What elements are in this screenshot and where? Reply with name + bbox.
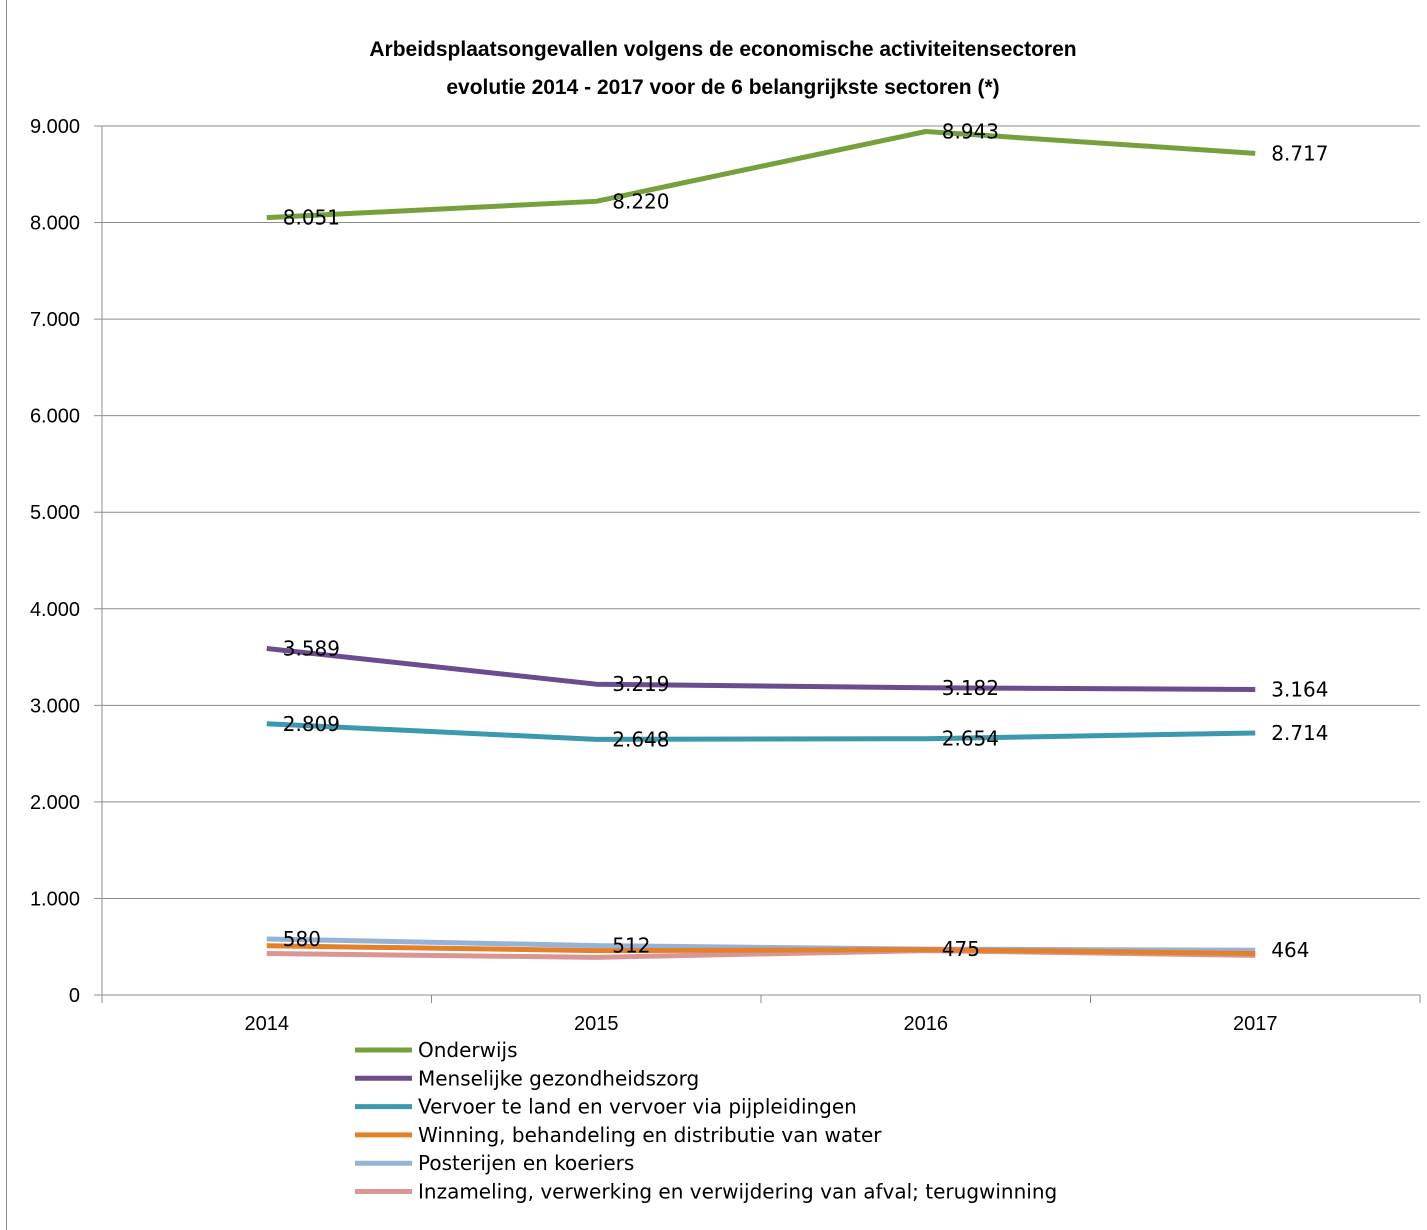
y-tick-label: 6.000: [30, 406, 80, 428]
series-line: [266, 943, 1256, 956]
y-tick-label: 3.000: [30, 695, 80, 717]
legend-label: Inzameling, verwerking en verwijdering v…: [418, 1180, 1057, 1204]
y-tick-label: 7.000: [30, 309, 80, 331]
series-line: [266, 645, 1256, 692]
data-label: 580: [283, 927, 321, 951]
y-tick-label: 0: [69, 985, 80, 1007]
data-label: 3.219: [612, 672, 669, 696]
chart-frame: [6, 0, 1427, 1230]
series-line: [266, 721, 1256, 742]
data-label: 512: [612, 934, 650, 958]
chart-subtitle: evolutie 2014 - 2017 voor de 6 belangrij…: [446, 76, 999, 99]
x-tick-label: 2017: [1233, 1013, 1278, 1035]
data-label: 475: [942, 937, 980, 961]
x-tick-label: 2016: [904, 1013, 949, 1035]
legend-label: Winning, behandeling en distributie van …: [418, 1123, 882, 1147]
data-label: 2.654: [942, 727, 999, 751]
legend: Onderwijs Menselijke gezondheidszorg Vervo…: [355, 1038, 1057, 1204]
data-label: 3.182: [942, 676, 999, 700]
legend-label: Menselijke gezondheidszorg: [418, 1066, 699, 1090]
x-tick-label: 2014: [245, 1013, 290, 1035]
data-label: 8.051: [283, 206, 340, 230]
x-tick-label: 2015: [574, 1013, 619, 1035]
y-tick-label: 2.000: [30, 792, 80, 814]
legend-item: Vervoer te land en vervoer via pijpleidi…: [355, 1095, 857, 1119]
y-tick-label: 1.000: [30, 888, 80, 910]
y-tick-label: 4.000: [30, 599, 80, 621]
y-tick-label: 8.000: [30, 213, 80, 235]
y-tick-label: 9.000: [30, 116, 80, 138]
legend-item: Onderwijs: [355, 1038, 518, 1062]
data-label: 2.809: [283, 712, 340, 736]
data-labels: 8.051 8.220 8.943 8.717 3.589 3.219 3.182 3.164…: [283, 120, 1329, 963]
data-label: 8.717: [1271, 141, 1328, 165]
data-label: 2.648: [612, 727, 669, 751]
legend-item: Menselijke gezondheidszorg: [355, 1066, 699, 1090]
data-label: 2.714: [1271, 721, 1328, 745]
legend-label: Onderwijs: [418, 1038, 518, 1062]
data-label: 3.589: [283, 636, 340, 660]
legend-item: Winning, behandeling en distributie van …: [355, 1123, 882, 1147]
gridlines: [102, 125, 1420, 899]
series-line: [266, 129, 1256, 221]
data-label: 8.220: [612, 189, 669, 213]
series-lines: [266, 129, 1256, 960]
chart-title: Arbeidsplaatsongevallen volgens de econo…: [369, 38, 1076, 61]
data-label: 3.164: [1271, 677, 1328, 701]
axes: 0 1.000 2.000 3.000 4.000 5.000 6.000 7.000 8.00…: [30, 116, 1421, 1035]
legend-label: Posterijen en koeriers: [418, 1151, 634, 1175]
data-label: 464: [1271, 938, 1309, 962]
legend-item: Posterijen en koeriers: [355, 1151, 634, 1175]
y-tick-label: 5.000: [30, 502, 80, 524]
legend-item: Inzameling, verwerking en verwijdering v…: [355, 1180, 1057, 1204]
legend-label: Vervoer te land en vervoer via pijpleidi…: [418, 1095, 857, 1119]
data-label: 8.943: [942, 120, 999, 144]
